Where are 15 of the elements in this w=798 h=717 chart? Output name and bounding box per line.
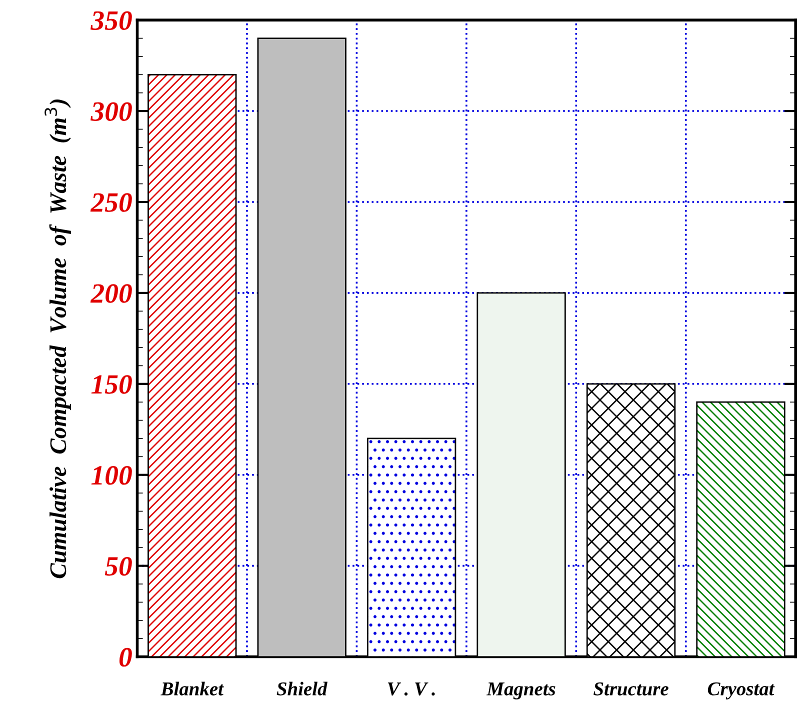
y-tick-label: 300 [90,102,132,121]
x-tick-label: Blanket [160,682,224,696]
x-tick-label: Shield [276,682,328,696]
y-tick-label: 50 [104,556,132,576]
x-tick-label: Magnets [486,682,556,700]
y-tick-label: 350 [90,11,132,30]
y-tick-label: 200 [90,284,132,303]
y-axis-title: Cumulative Compacted Volume of Waste (m$^{3}$) [44,100,71,578]
x-tick-label: Structure [594,682,668,696]
y-tick-label: 100 [91,466,132,485]
y-tick-label: 0 [119,648,132,667]
x-tick-label: V . V . [388,682,435,696]
y-tick-label: 150 [91,375,132,394]
x-tick-label: Cryostat [708,682,775,700]
y-tick-label: 250 [90,193,132,212]
